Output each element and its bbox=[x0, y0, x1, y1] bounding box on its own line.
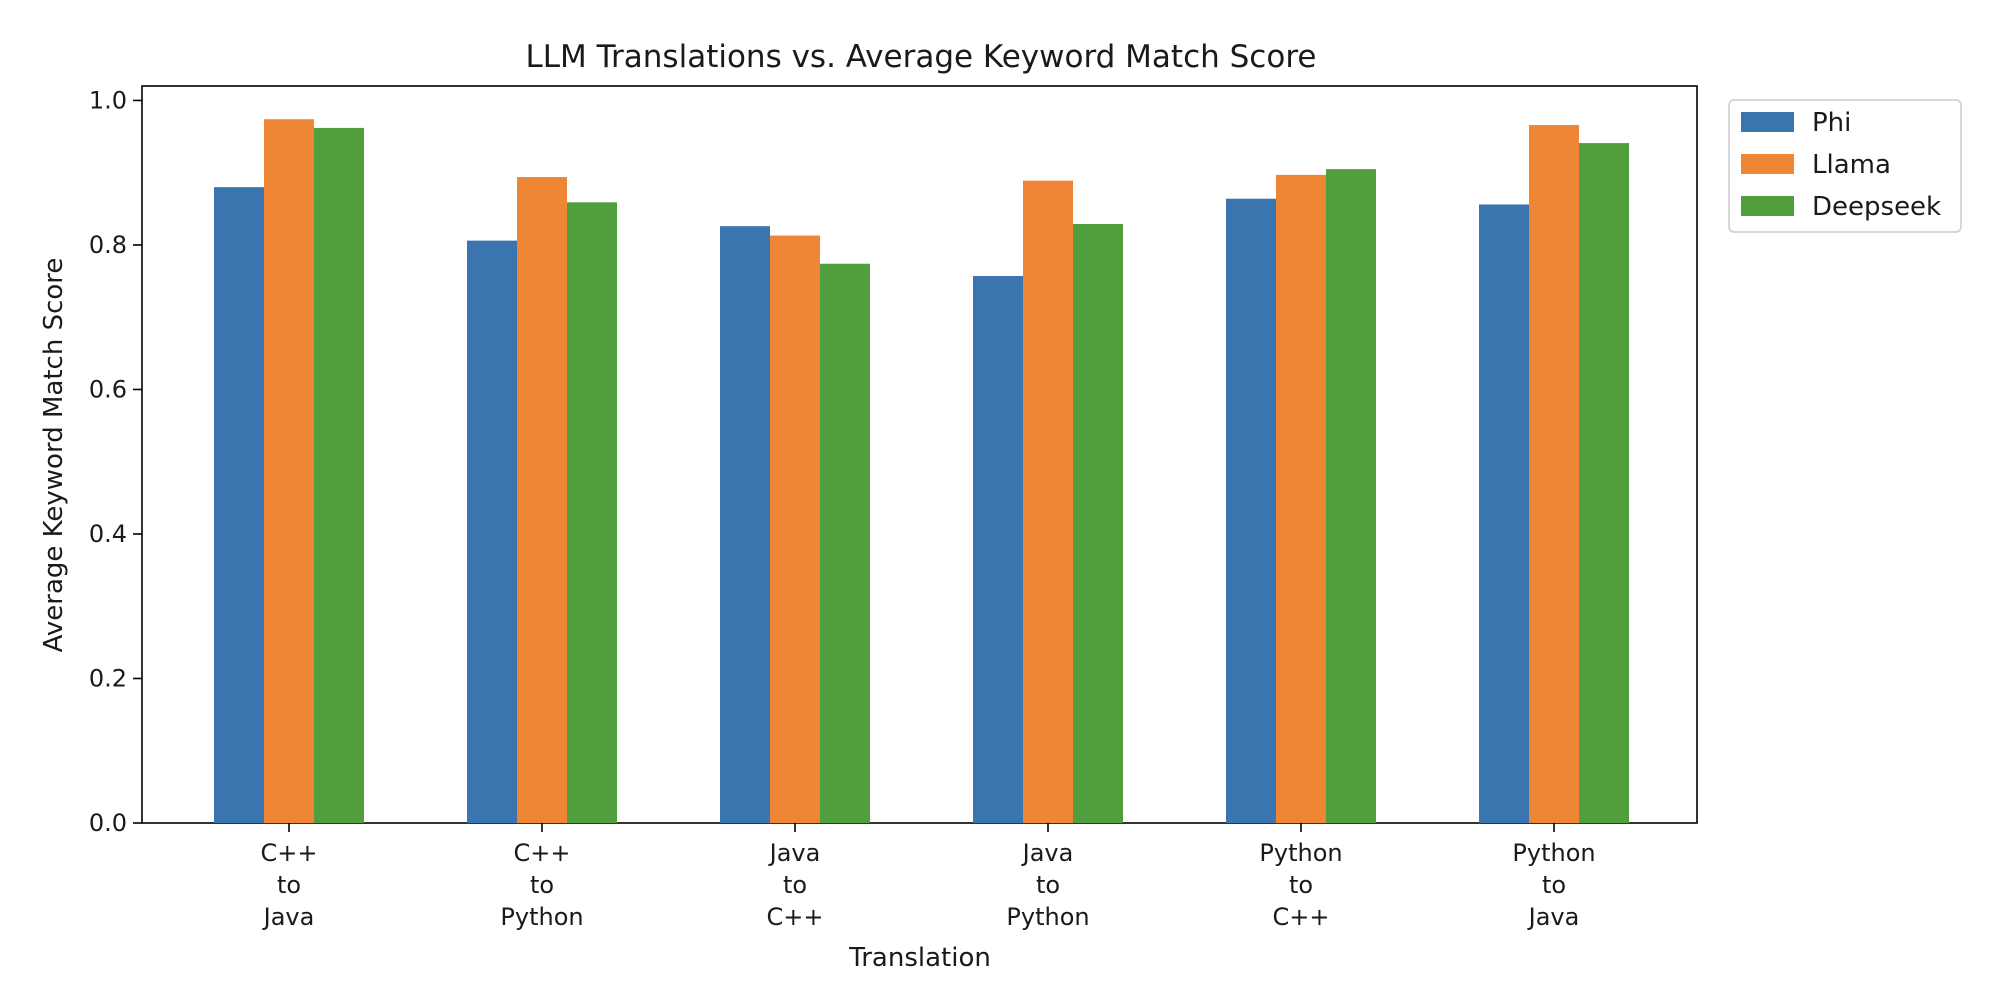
y-tick-label-1: 0.2 bbox=[89, 664, 127, 692]
bar-llama-1 bbox=[517, 177, 567, 823]
y-axis-label: Average Keyword Match Score bbox=[39, 258, 69, 653]
bar-phi-1 bbox=[467, 240, 517, 823]
legend-swatch-deepseek bbox=[1741, 196, 1794, 216]
y-tick-label-0: 0.0 bbox=[89, 809, 127, 837]
bar-llama-0 bbox=[264, 119, 314, 824]
y-axis: 0.0 0.2 0.4 0.6 0.8 1.0 bbox=[89, 86, 142, 837]
x-tick-label-4-line-1: to bbox=[1289, 871, 1313, 899]
x-tick-label-5-line-0: Python bbox=[1512, 839, 1595, 867]
x-tick-label-3-line-1: to bbox=[1036, 871, 1060, 899]
y-tick-label-2: 0.4 bbox=[89, 520, 127, 548]
bar-phi-3 bbox=[973, 276, 1023, 823]
x-tick-label-4-line-0: Python bbox=[1259, 839, 1342, 867]
x-axis: C++ to Java C++ to Python Java to C++ Java to Pytho… bbox=[261, 823, 1596, 931]
legend-label-deepseek: Deepseek bbox=[1812, 192, 1941, 222]
x-tick-label-5-line-1: to bbox=[1542, 871, 1566, 899]
plot-area bbox=[141, 85, 1698, 824]
chart-title: LLM Translations vs. Average Keyword Mat… bbox=[526, 39, 1317, 75]
x-axis-label: Translation bbox=[848, 943, 991, 973]
x-tick-label-0-line-2: Java bbox=[262, 903, 315, 931]
x-tick-label-3-line-2: Python bbox=[1006, 903, 1089, 931]
x-tick-label-4-line-2: C++ bbox=[1273, 903, 1330, 931]
x-tick-label-2-line-0: Java bbox=[768, 839, 821, 867]
bar-llama-3 bbox=[1023, 180, 1073, 823]
bar-llama-4 bbox=[1276, 174, 1326, 823]
legend: Phi Llama Deepseek bbox=[1728, 99, 1962, 233]
legend-items: Phi Llama Deepseek bbox=[1741, 108, 1941, 222]
bar-phi-5 bbox=[1479, 204, 1529, 823]
bar-deepseek-5 bbox=[1579, 143, 1629, 824]
legend-label-llama: Llama bbox=[1812, 150, 1891, 180]
x-tick-label-5-line-2: Java bbox=[1527, 903, 1580, 931]
legend-swatch-llama bbox=[1741, 154, 1794, 174]
bar-deepseek-2 bbox=[820, 263, 870, 823]
bar-deepseek-3 bbox=[1073, 224, 1123, 824]
x-tick-label-1-line-0: C++ bbox=[514, 839, 571, 867]
y-tick-label-5: 1.0 bbox=[89, 86, 127, 114]
legend-swatch-phi bbox=[1741, 112, 1794, 132]
x-tick-label-2-line-2: C++ bbox=[767, 903, 824, 931]
x-tick-label-0-line-0: C++ bbox=[261, 839, 318, 867]
bar-phi-2 bbox=[720, 226, 770, 824]
x-tick-label-1-line-1: to bbox=[530, 871, 554, 899]
x-tick-label-2-line-1: to bbox=[783, 871, 807, 899]
y-tick-label-4: 0.8 bbox=[89, 231, 127, 259]
bar-deepseek-4 bbox=[1326, 169, 1376, 823]
legend-label-phi: Phi bbox=[1812, 108, 1851, 138]
bar-deepseek-0 bbox=[314, 127, 364, 824]
x-tick-label-3-line-0: Java bbox=[1021, 839, 1074, 867]
x-tick-label-0-line-1: to bbox=[277, 871, 301, 899]
bar-llama-2 bbox=[770, 235, 820, 824]
bars-group bbox=[214, 119, 1629, 824]
bar-llama-5 bbox=[1529, 125, 1579, 824]
bar-phi-0 bbox=[214, 187, 264, 823]
x-tick-label-1-line-2: Python bbox=[500, 903, 583, 931]
bar-deepseek-1 bbox=[567, 202, 617, 824]
plot-frame bbox=[141, 85, 1698, 824]
bar-phi-4 bbox=[1226, 198, 1276, 823]
y-tick-label-3: 0.6 bbox=[89, 375, 127, 403]
